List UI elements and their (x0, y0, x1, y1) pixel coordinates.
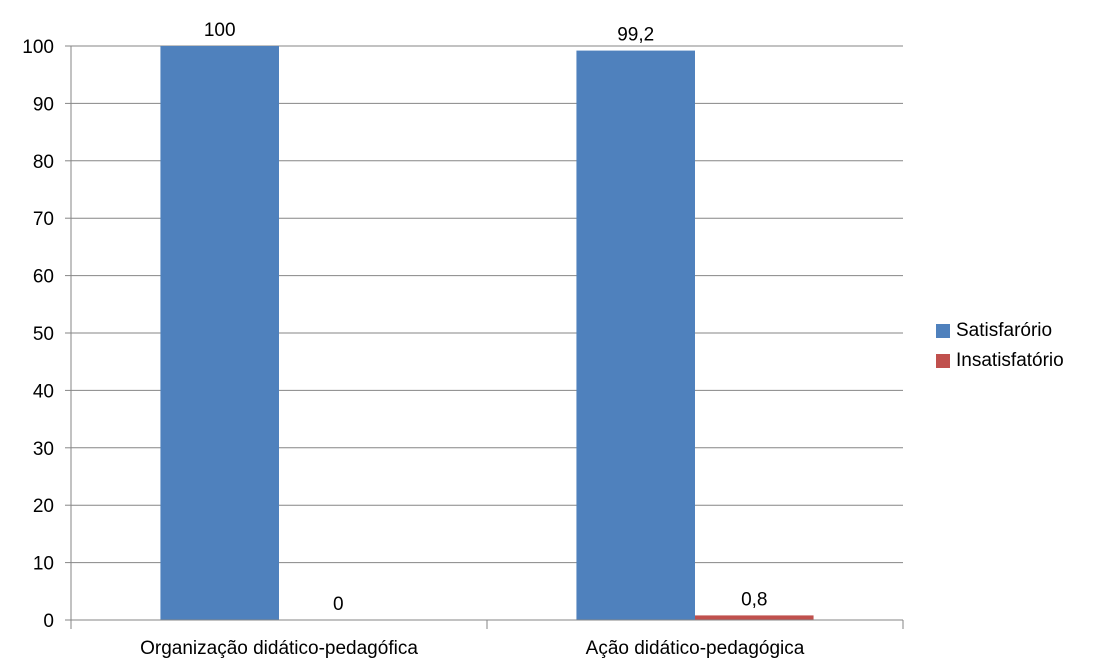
y-tick-label: 0 (43, 611, 54, 632)
x-category-labels: Organização didático-pedagófica Ação didá… (140, 638, 805, 659)
legend: Satisfarório Insatisfatório (936, 316, 1064, 376)
y-tick-label: 30 (33, 439, 54, 460)
y-tick-label: 20 (33, 496, 54, 517)
data-label: 100 (204, 20, 236, 41)
data-label: 99,2 (617, 25, 654, 46)
axes (65, 45, 904, 629)
bar (160, 46, 279, 620)
y-tick-labels: 0 10 20 30 40 50 60 70 80 90 100 (22, 37, 54, 632)
y-tick-label: 40 (33, 381, 54, 402)
legend-item-satisfarorio: Satisfarório (936, 316, 1064, 346)
legend-swatch-insatisfatorio (936, 354, 950, 368)
y-tick-label: 70 (33, 209, 54, 230)
data-labels: 100 0 99,2 0,8 (204, 20, 768, 615)
y-tick-label: 80 (33, 152, 54, 173)
legend-swatch-satisfarorio (936, 324, 950, 338)
legend-item-insatisfatorio: Insatisfatório (936, 346, 1064, 376)
y-tick-label: 90 (33, 94, 54, 115)
x-category-label: Ação didático-pedagógica (586, 638, 805, 659)
y-tick-label: 100 (22, 37, 54, 58)
bars (160, 46, 814, 621)
bar (695, 615, 814, 620)
legend-label-satisfarorio: Satisfarório (956, 320, 1053, 341)
bar (576, 50, 695, 621)
y-tick-label: 60 (33, 267, 54, 288)
data-label: 0 (333, 594, 344, 615)
data-label: 0,8 (741, 589, 767, 610)
x-category-label: Organização didático-pedagófica (140, 638, 418, 659)
legend-label-insatisfatorio: Insatisfatório (956, 350, 1064, 371)
y-tick-label: 50 (33, 324, 54, 345)
y-tick-label: 10 (33, 554, 54, 575)
